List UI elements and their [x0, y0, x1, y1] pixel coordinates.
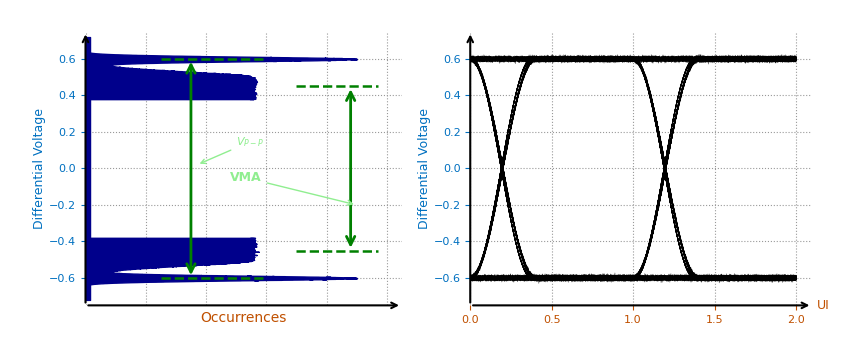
Y-axis label: Differential Voltage: Differential Voltage: [417, 108, 431, 229]
X-axis label: Occurrences: Occurrences: [200, 311, 287, 325]
Text: VMA: VMA: [230, 171, 352, 205]
Y-axis label: Differential Voltage: Differential Voltage: [32, 108, 46, 229]
Text: $V_{P-P}$: $V_{P-P}$: [201, 135, 265, 163]
Text: UI: UI: [817, 299, 830, 312]
